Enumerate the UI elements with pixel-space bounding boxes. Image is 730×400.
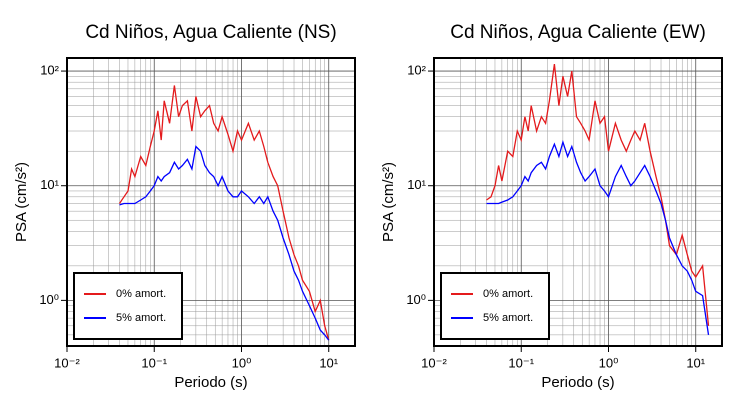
legend-box — [73, 272, 183, 340]
series-line — [118, 85, 330, 341]
y-axis-label: PSA (cm/s²) — [380, 162, 397, 242]
x-tick-label: 10⁰ — [599, 355, 619, 370]
y-tick-label: 10² — [407, 63, 426, 78]
x-tick-label: 10⁰ — [232, 355, 252, 370]
x-tick-label: 10¹ — [319, 355, 338, 370]
x-tick-label: 10⁻¹ — [141, 355, 167, 370]
y-tick-label: 10⁰ — [39, 292, 59, 307]
y-tick-label: 10¹ — [407, 177, 426, 192]
chart-title: Cd Niños, Agua Caliente (NS) — [85, 22, 336, 43]
x-tick-label: 10⁻² — [421, 355, 447, 370]
plot-frame — [433, 57, 723, 347]
y-axis-label: PSA (cm/s²) — [13, 162, 30, 242]
x-axis-label: Periodo (s) — [174, 374, 247, 391]
plot-frame — [66, 57, 356, 347]
x-tick-label: 10⁻¹ — [508, 355, 534, 370]
series-line — [486, 139, 710, 335]
y-tick-label: 10² — [40, 63, 59, 78]
legend-label: 5% amort. — [116, 312, 166, 324]
x-axis-label: Periodo (s) — [541, 374, 614, 391]
series-line — [119, 145, 330, 341]
y-tick-label: 10⁰ — [406, 292, 426, 307]
chart-title: Cd Niños, Agua Caliente (EW) — [450, 22, 706, 43]
legend-box — [440, 272, 550, 340]
legend-label: 0% amort. — [116, 288, 166, 300]
legend-label: 0% amort. — [483, 288, 533, 300]
y-tick-label: 10¹ — [40, 177, 59, 192]
x-tick-label: 10¹ — [686, 355, 705, 370]
legend-label: 5% amort. — [483, 312, 533, 324]
x-tick-label: 10⁻² — [54, 355, 80, 370]
